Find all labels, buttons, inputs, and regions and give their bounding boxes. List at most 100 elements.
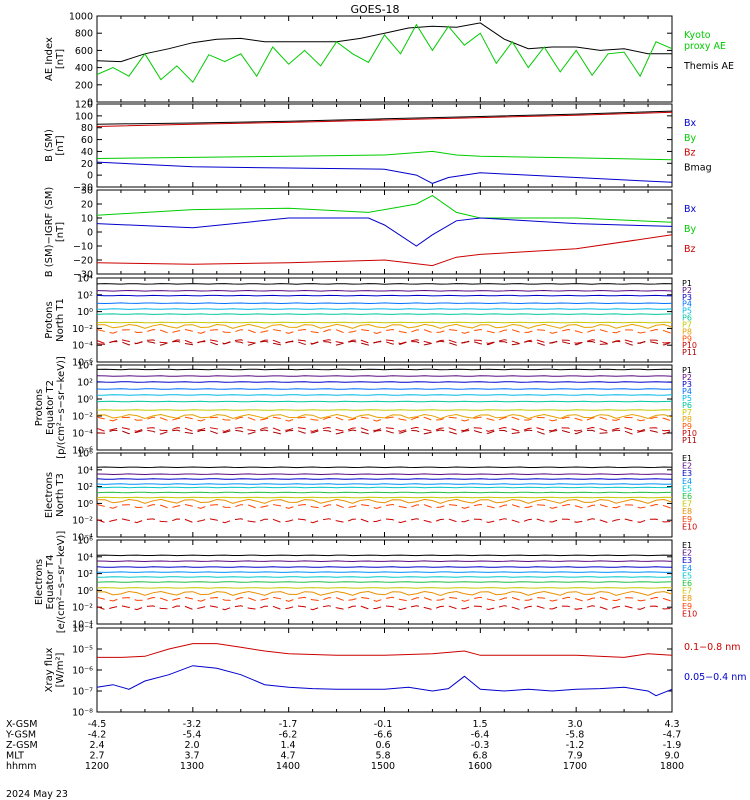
series-line [96, 110, 673, 125]
legend-entry: E6 [682, 492, 692, 501]
x-row-value: 1.4 [280, 740, 295, 751]
series-line [96, 308, 673, 310]
y-tick-label: 10⁻² [72, 516, 93, 527]
y-tick-label: 10² [77, 482, 93, 493]
series-line [96, 518, 673, 524]
y-tick-label: 20 [81, 159, 93, 170]
x-row-value: -1.7 [279, 719, 298, 730]
series-line [96, 566, 673, 568]
legend-entry: By [684, 224, 697, 235]
panel-bsmigrf: −30 −20 −10 0 10 20 30 B (SM)−IGRF (SM)[nT] Bx By… [44, 186, 697, 281]
x-row-value: 1700 [563, 761, 587, 772]
legend-entry: E9 [682, 515, 692, 524]
y-tick-label: 10⁻⁴ [72, 341, 93, 352]
x-row-value: -6.2 [279, 730, 298, 741]
panel-p_t1: 10⁻⁶ 10⁻⁴ 10⁻² 10⁰ 10² 10⁴ ProtonsNorth T1 P1P2… [44, 274, 697, 369]
legend-entry: E9 [682, 602, 692, 611]
y-tick-label: 10⁻⁷ [72, 687, 93, 698]
series-line [96, 571, 673, 573]
x-row-value: 1500 [371, 761, 395, 772]
y-tick-label: 600 [75, 46, 93, 57]
y-tick-label: 0 [87, 171, 93, 182]
legend-entry: P7 [682, 320, 692, 329]
series-line [96, 388, 673, 390]
y-tick-label: 0 [87, 228, 93, 239]
legend-entry: P8 [682, 415, 692, 424]
legend-entry: 0.1−0.8 nm [684, 642, 740, 653]
y-tick-label: 10⁻⁴ [72, 533, 93, 544]
x-row-value: -4.2 [88, 730, 107, 741]
y-tick-label: 10⁴ [77, 465, 93, 476]
series-line [96, 289, 673, 292]
x-row-value: 0.6 [375, 740, 390, 751]
legend-entry: E6 [682, 579, 692, 588]
y-tick-label: 0 [87, 98, 93, 109]
y-tick-label: 10⁻² [72, 324, 93, 335]
y-axis-label: ProtonsNorth T1 [44, 298, 66, 342]
series-line [96, 150, 673, 161]
legend-entry: P10 [682, 341, 697, 350]
x-row-value: 4.3 [664, 719, 679, 730]
series-line [96, 587, 673, 589]
y-tick-label: 10² [77, 569, 93, 580]
series-line [96, 313, 673, 315]
x-row-value: 5.8 [375, 751, 390, 762]
y-tick-label: −20 [73, 183, 93, 194]
panel-frame [96, 364, 673, 451]
legend-entry: E2 [682, 462, 692, 471]
x-row-value: 3.7 [184, 751, 199, 762]
x-row-value: 1300 [180, 761, 204, 772]
x-row-value: -4.5 [88, 719, 107, 730]
y-tick-label: 10² [77, 378, 93, 389]
series-line [96, 381, 673, 383]
x-row-value: 2.7 [89, 751, 104, 762]
legend-entry: P5 [682, 394, 692, 403]
legend-entry: P1 [682, 279, 692, 288]
legend-entry: P9 [682, 422, 692, 431]
y-tick-label: 800 [75, 29, 93, 40]
y-tick-label: 10⁻² [72, 412, 93, 423]
x-row-value: 6.8 [472, 751, 487, 762]
x-row-value: 1400 [276, 761, 300, 772]
y-tick-label: 10² [77, 290, 93, 301]
legend-entry: P11 [682, 348, 697, 357]
y-tick-label: 30 [81, 186, 93, 197]
series-line [96, 340, 673, 346]
y-tick-label: 200 [75, 80, 93, 91]
y-tick-label: 400 [75, 63, 93, 74]
legend-entry: P4 [682, 300, 692, 309]
series-line [96, 596, 673, 602]
y-tick-label: 10⁻⁴ [72, 624, 93, 635]
series-line [96, 22, 672, 63]
series-line [96, 217, 673, 247]
series-line [96, 283, 673, 285]
legend-entry: Bmag [684, 162, 712, 173]
y-tick-label: 10⁰ [77, 586, 93, 597]
series-line [97, 323, 673, 329]
legend-entry: E7 [682, 587, 692, 596]
series-line [96, 503, 673, 510]
series-line [96, 478, 673, 480]
y-axis-label: Xray flux[W/m²] [44, 648, 66, 693]
y-tick-label: 10⁻² [72, 603, 93, 614]
legend-entry: E1 [682, 541, 692, 550]
panel-p_t2: 10⁻⁶ 10⁻⁴ 10⁻² 10⁰ 10² 10⁴ ProtonsEquator T2[p… [34, 356, 697, 459]
series-line [96, 496, 673, 499]
series-line [96, 161, 673, 184]
x-row-value: -4.7 [663, 730, 682, 741]
x-row-name: Y-GSM [5, 730, 36, 741]
y-tick-label: 10⁻⁶ [72, 666, 93, 677]
x-row-value: -3.2 [183, 719, 202, 730]
legend-entry: P10 [682, 429, 697, 438]
x-row-value: 1800 [660, 761, 684, 772]
legend-entry: Themis AE [683, 61, 734, 72]
date-label: 2024 May 23 [6, 789, 68, 800]
x-row-name: X-GSM [6, 719, 37, 730]
legend-entry: E4 [682, 564, 692, 573]
y-axis-label: AE Index[nT] [44, 37, 66, 81]
y-tick-label: 10⁻⁴ [72, 429, 93, 440]
x-row-value: 3.0 [567, 719, 582, 730]
legend-entry: P6 [682, 314, 692, 323]
